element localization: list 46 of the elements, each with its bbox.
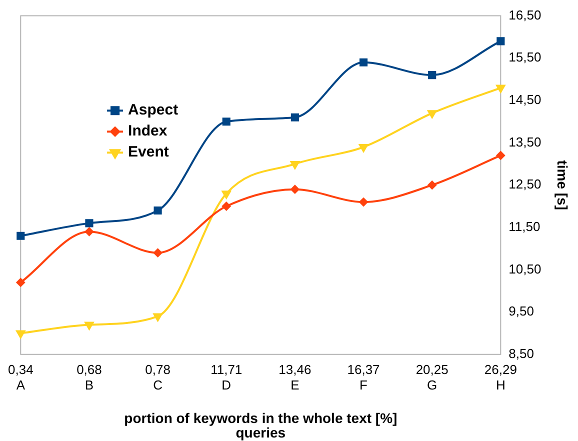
point bbox=[290, 184, 300, 194]
y-tick-label: 9,50 bbox=[508, 304, 534, 319]
y-tick-label: 8,50 bbox=[508, 346, 534, 361]
point bbox=[358, 144, 368, 153]
legend-label: Event bbox=[128, 144, 169, 161]
x-axis-title: portion of keywords in the whole text [%] queries bbox=[124, 410, 398, 441]
y-tick-label: 16,50 bbox=[508, 7, 542, 22]
point bbox=[359, 198, 368, 207]
point bbox=[496, 84, 506, 94]
point bbox=[16, 232, 25, 240]
point bbox=[222, 118, 230, 126]
point bbox=[428, 180, 437, 190]
x-tick-label: 13,46 E bbox=[278, 362, 312, 392]
point bbox=[428, 71, 436, 80]
point bbox=[496, 37, 505, 46]
x-tick-label: 20,25 G bbox=[416, 362, 448, 392]
y-tick-label: 15,50 bbox=[508, 50, 542, 65]
point bbox=[154, 206, 162, 215]
legend-label: Aspect bbox=[128, 102, 178, 119]
x-tick-label: 16,37 F bbox=[347, 362, 380, 392]
point bbox=[16, 278, 26, 287]
point bbox=[152, 313, 163, 322]
x-tick-label: 0,78 C bbox=[145, 362, 170, 392]
y-tick-label: 10,50 bbox=[508, 261, 542, 276]
point bbox=[427, 110, 437, 119]
point bbox=[16, 330, 26, 339]
y-tick-label: 14,50 bbox=[508, 92, 542, 108]
point bbox=[222, 190, 232, 200]
point bbox=[222, 202, 231, 211]
point bbox=[84, 227, 94, 236]
legend-label: Index bbox=[128, 122, 168, 140]
point bbox=[84, 322, 94, 330]
point bbox=[290, 160, 300, 170]
x-tick-label: 0,68 B bbox=[76, 362, 102, 392]
y-tick-label: 13,50 bbox=[508, 134, 542, 150]
y-axis-title: time [s] bbox=[554, 160, 571, 210]
x-tick-label: 26,29 H bbox=[484, 362, 517, 392]
x-tick-label: 0,34 A bbox=[8, 362, 34, 392]
point bbox=[290, 113, 299, 122]
point bbox=[496, 150, 506, 160]
y-tick-label: 12,50 bbox=[508, 176, 542, 192]
x-tick-label: 11,71 D bbox=[210, 362, 242, 392]
point bbox=[85, 219, 94, 228]
y-tick-label: 11,50 bbox=[508, 219, 540, 234]
point bbox=[359, 58, 368, 66]
point bbox=[153, 248, 162, 258]
